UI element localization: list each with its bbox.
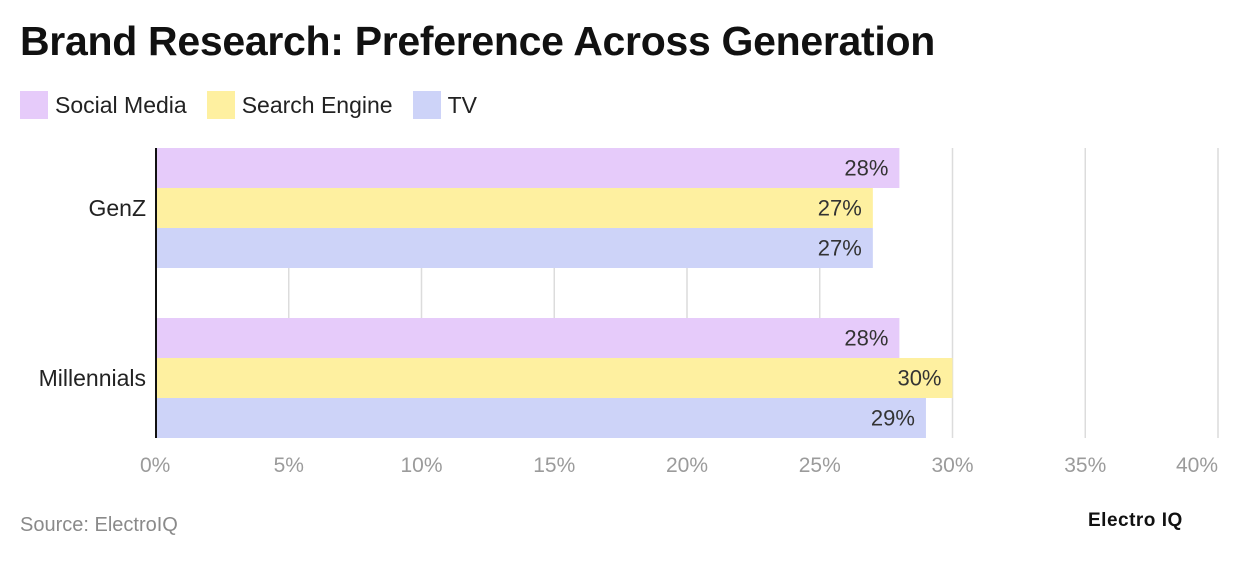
legend-label-tv: TV bbox=[447, 91, 477, 118]
x-tick-label: 15% bbox=[533, 454, 575, 477]
bar-millennials-search-engine bbox=[156, 358, 953, 398]
bar-millennials-tv bbox=[156, 398, 926, 438]
source-note: Source: ElectroIQ bbox=[20, 514, 178, 536]
legend-swatch-tv bbox=[412, 91, 441, 119]
chart-title: Brand Research: Preference Across Genera… bbox=[20, 18, 935, 64]
legend-item-search-engine: Search Engine bbox=[206, 91, 393, 119]
data-label: 29% bbox=[871, 406, 915, 431]
legend-swatch-search-engine bbox=[206, 91, 235, 119]
legend-swatch-social-media bbox=[20, 91, 48, 119]
x-tick-label: 35% bbox=[1064, 454, 1106, 477]
x-tick-label: 40% bbox=[1176, 454, 1218, 477]
x-tick-label: 0% bbox=[140, 454, 170, 477]
x-tick-label: 30% bbox=[931, 454, 973, 477]
data-label: 28% bbox=[844, 326, 888, 351]
legend-item-social-media: Social Media bbox=[20, 91, 187, 119]
x-tick-label: 5% bbox=[274, 454, 304, 477]
x-tick-label: 25% bbox=[799, 454, 841, 477]
x-tick-label: 20% bbox=[666, 454, 708, 477]
category-label: Millennials bbox=[39, 365, 146, 391]
bar-chart: 28% 27% 27% GenZ 28% 30% 29% Millennials 0% 5% 10%… bbox=[39, 148, 1219, 477]
brand-logo: Electro IQ bbox=[1088, 510, 1183, 531]
bar-genz-search-engine bbox=[156, 188, 873, 228]
legend-item-tv: TV bbox=[412, 91, 477, 119]
bar-genz-tv bbox=[156, 228, 873, 268]
data-label: 30% bbox=[897, 366, 941, 391]
bar-genz-social-media bbox=[156, 148, 900, 188]
data-label: 27% bbox=[818, 196, 862, 221]
data-label: 28% bbox=[844, 156, 888, 181]
category-label: GenZ bbox=[88, 195, 146, 221]
bar-millennials-social-media bbox=[156, 318, 900, 358]
legend-label-search-engine: Search Engine bbox=[241, 91, 393, 118]
legend-label-social-media: Social Media bbox=[55, 91, 187, 118]
data-label: 27% bbox=[818, 236, 862, 261]
legend: Social Media Search Engine TV bbox=[20, 91, 497, 119]
x-tick-label: 10% bbox=[400, 454, 442, 477]
